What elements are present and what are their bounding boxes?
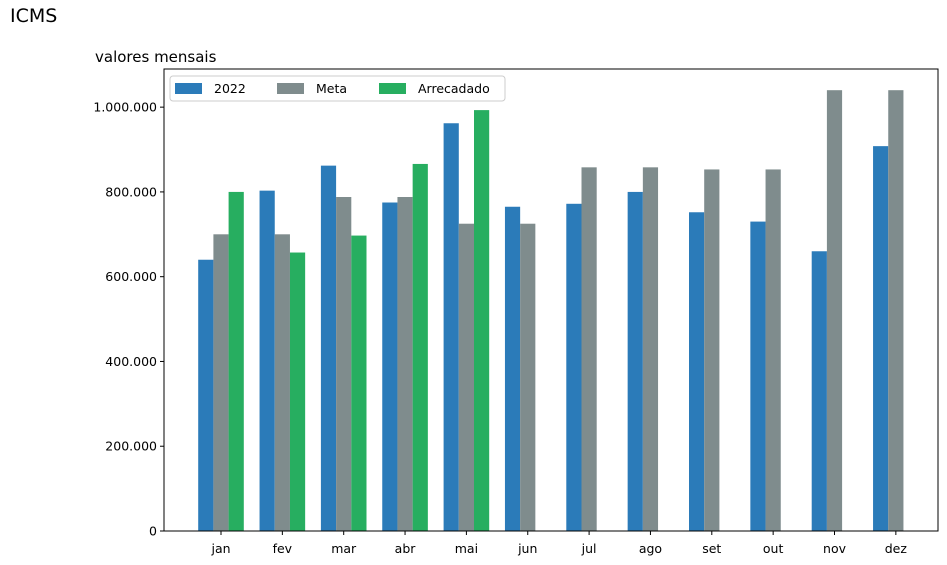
- x-tick-label-fev: fev: [273, 541, 293, 556]
- page-title: ICMS: [10, 5, 58, 27]
- bar-arrecadado-mai: [474, 110, 490, 532]
- legend: 2022 Meta Arrecadado: [169, 75, 506, 102]
- x-axis: jan fev mar abr mai jun jul ago set out nov dez: [210, 531, 907, 556]
- bar-arrecadado-jan: [228, 191, 244, 532]
- legend-label-2022: 2022: [214, 81, 246, 96]
- bar-meta-jul: [581, 167, 597, 531]
- plot-frame: [163, 68, 939, 532]
- bar-2022-set: [689, 212, 705, 531]
- x-tick-label-mai: mai: [455, 541, 478, 556]
- y-tick-label: 1.000.000: [93, 100, 157, 115]
- bar-meta-out: [765, 169, 781, 531]
- bar-meta-fev: [274, 234, 290, 532]
- bar-arrecadado-fev: [289, 252, 306, 531]
- x-tick-label-out: out: [763, 541, 784, 556]
- bar-meta-ago: [642, 167, 659, 531]
- bar-2022-ago: [627, 191, 643, 532]
- x-tick-label-dez: dez: [885, 541, 908, 556]
- bar-2022-nov: [811, 251, 827, 531]
- x-tick-label-nov: nov: [823, 541, 847, 556]
- bar-2022-mar: [320, 165, 337, 531]
- bar-2022-out: [750, 221, 766, 531]
- bar-2022-fev: [259, 190, 275, 531]
- bar-2022-dez: [873, 146, 889, 531]
- bar-2022-jul: [566, 203, 582, 532]
- bar-2022-jun: [504, 206, 521, 531]
- bar-meta-dez: [888, 90, 904, 531]
- y-tick-label: 400.000: [105, 354, 157, 369]
- x-tick-label-jan: jan: [210, 541, 230, 556]
- x-tick-label-set: set: [702, 541, 721, 556]
- bar-meta-nov: [826, 90, 843, 531]
- y-tick-label: 600.000: [105, 269, 157, 284]
- legend-swatch-2022: [175, 83, 202, 94]
- x-tick-label-abr: abr: [395, 541, 417, 556]
- bar-meta-jan: [213, 234, 229, 532]
- bar-2022-jan: [198, 259, 214, 531]
- legend-label-meta: Meta: [316, 81, 347, 96]
- legend-box: [169, 75, 506, 102]
- bar-2022-abr: [382, 202, 398, 531]
- y-tick-label: 200.000: [105, 439, 157, 454]
- x-tick-label-jun: jun: [517, 541, 537, 556]
- bar-meta-mai: [458, 223, 474, 531]
- bar-meta-set: [704, 169, 720, 531]
- bar-2022-mai: [443, 123, 459, 531]
- bar-arrecadado-abr: [412, 163, 428, 531]
- legend-swatch-meta: [277, 83, 304, 94]
- legend-label-arrecadado: Arrecadado: [418, 81, 490, 96]
- bar-meta-jun: [520, 223, 536, 531]
- y-axis: 0 200.000 400.000 600.000 800.000 1.000.000: [93, 100, 164, 539]
- bar-arrecadado-mar: [351, 235, 367, 531]
- y-tick-label: 800.000: [105, 184, 157, 199]
- chart-title: valores mensais: [95, 48, 217, 66]
- x-tick-label-ago: ago: [639, 541, 662, 556]
- x-tick-label-mar: mar: [331, 541, 357, 556]
- legend-swatch-arrecadado: [379, 83, 406, 94]
- bar-meta-abr: [397, 197, 413, 531]
- bars-layer: [198, 90, 904, 532]
- bar-meta-mar: [336, 197, 352, 531]
- x-tick-label-jul: jul: [581, 541, 597, 556]
- y-tick-label: 0: [149, 524, 157, 539]
